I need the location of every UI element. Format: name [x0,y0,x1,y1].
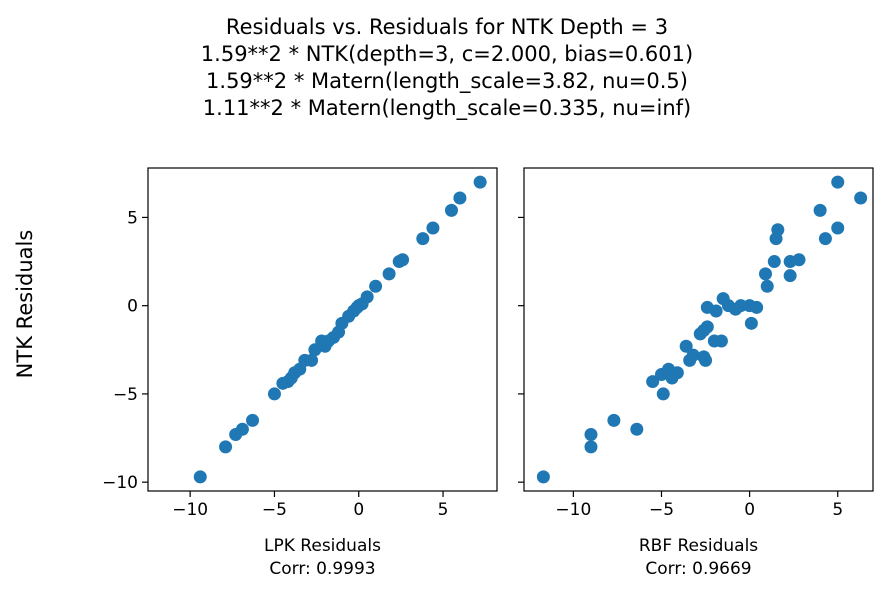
scatter-point [813,203,827,217]
y-tick-label: −5 [113,385,138,405]
scatter-point [854,191,868,205]
title-line-1: Residuals vs. Residuals for NTK Depth = … [226,15,668,39]
y-tick-label: 5 [127,208,138,228]
axes-frame [147,167,498,492]
scatter-point [416,232,430,246]
scatter-point [444,203,458,217]
title-line-3: 1.59**2 * Matern(length_scale=3.82, nu=0… [206,69,688,94]
scatter-point [792,253,806,267]
scatter-point [369,279,383,293]
scatter-panel-lpk: −10 −5 0 5 −10 −5 0 5 LPK Residuals Corr: 0.9993 [102,167,498,579]
x-tick-label: −10 [555,500,591,520]
scatter-point [818,232,832,246]
correlation-label: Corr: 0.9993 [269,559,375,579]
scatter-point [219,440,233,454]
x-tick-label: 0 [353,500,364,520]
x-tick-label: 5 [438,500,449,520]
scatter-point [831,175,845,189]
scatter-point [235,422,249,436]
scatter-point [267,387,281,401]
y-tick-label: 0 [127,297,138,317]
y-tick-label: −10 [102,473,138,493]
x-axis-label: LPK Residuals [264,536,381,556]
scatter-point [767,255,781,269]
x-tick-label: 0 [744,500,755,520]
x-tick-label: −5 [262,500,287,520]
scatter-point [453,191,467,205]
scatter-point [783,269,797,283]
scatter-point [305,353,319,367]
scatter-point [709,304,723,318]
figure-title: Residuals vs. Residuals for NTK Depth = … [201,15,693,121]
scatter-point [750,300,764,314]
scatter-point [758,267,772,281]
scatter-point [679,339,693,353]
scatter-point [193,470,207,484]
scatter-point [396,253,410,267]
scatter-point [670,366,684,380]
scatter-point [686,348,700,362]
scatter-point [699,353,713,367]
scatter-point [760,279,774,293]
title-line-4: 1.11**2 * Matern(length_scale=0.335, nu=… [203,96,691,121]
scatter-point [744,316,758,330]
scatter-point [656,387,670,401]
title-line-2: 1.59**2 * NTK(depth=3, c=2.000, bias=0.6… [201,42,693,66]
scatter-point [308,343,322,357]
x-tick-label: 5 [832,500,843,520]
scatter-point [473,175,487,189]
scatter-point [607,413,621,427]
scatter-panel-rbf: −10 −5 0 5 RBF Residuals Corr: 0.9669 [518,167,874,579]
scatter-point [714,334,728,348]
scatter-point [360,290,374,304]
scatter-point [246,413,260,427]
x-tick-label: −10 [172,500,208,520]
correlation-label: Corr: 0.9669 [645,559,751,579]
scatter-point [584,440,598,454]
scatter-point [630,422,644,436]
axes-frame [523,167,874,492]
scatter-point [771,223,785,237]
scatter-point [426,221,440,235]
scatter-point [646,375,660,389]
scatter-point [382,267,396,281]
scatter-point [831,221,845,235]
x-tick-label: −5 [649,500,674,520]
shared-y-axis-label: NTK Residuals [13,230,37,379]
scatter-point [536,470,550,484]
scatter-point [584,428,598,442]
x-axis-label: RBF Residuals [639,536,758,556]
scatter-point [700,320,714,334]
